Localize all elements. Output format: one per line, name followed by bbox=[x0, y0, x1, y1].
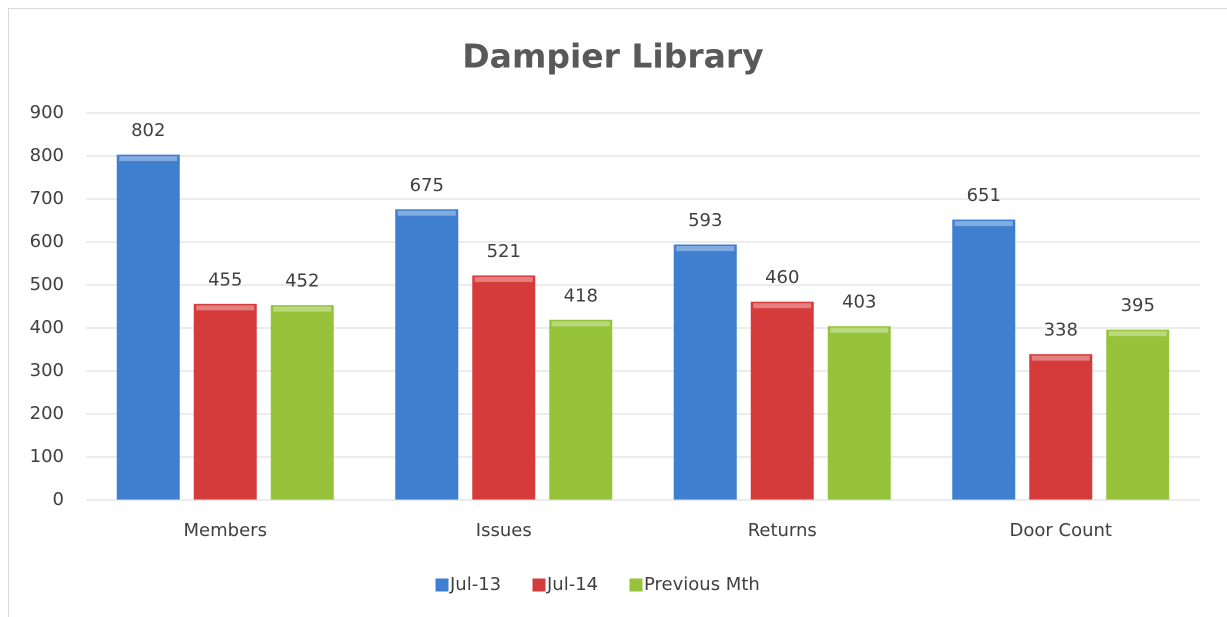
bar bbox=[952, 219, 1016, 501]
data-label: 338 bbox=[1044, 320, 1078, 341]
bar-highlight bbox=[954, 221, 1013, 227]
chart-title: Dampier Library bbox=[462, 37, 763, 76]
bar-highlight bbox=[830, 327, 889, 333]
bar bbox=[395, 209, 459, 501]
bar bbox=[116, 154, 180, 501]
x-tick-label: Members bbox=[184, 520, 267, 541]
bar bbox=[750, 301, 814, 501]
y-tick-label: 900 bbox=[30, 102, 64, 123]
y-tick-label: 500 bbox=[30, 274, 64, 295]
x-tick-label: Door Count bbox=[1010, 520, 1112, 541]
legend-swatch bbox=[435, 578, 449, 592]
data-label: 455 bbox=[208, 269, 242, 290]
bar-highlight bbox=[1108, 331, 1167, 337]
bar-highlight bbox=[119, 156, 178, 162]
bar bbox=[673, 244, 737, 501]
x-tick-label: Returns bbox=[748, 520, 817, 541]
x-tick-label: Issues bbox=[476, 520, 532, 541]
data-label: 593 bbox=[688, 210, 722, 231]
bar-highlight bbox=[196, 305, 255, 311]
y-tick-label: 600 bbox=[30, 231, 64, 252]
y-tick-label: 400 bbox=[30, 317, 64, 338]
bar-highlight bbox=[1031, 355, 1090, 361]
bar-highlight bbox=[551, 321, 610, 327]
bar bbox=[270, 305, 334, 501]
data-label: 460 bbox=[765, 267, 799, 288]
legend-label: Previous Mth bbox=[644, 574, 760, 595]
y-tick-label: 100 bbox=[30, 446, 64, 467]
bar bbox=[1106, 329, 1170, 501]
data-label: 675 bbox=[410, 175, 444, 196]
bar bbox=[549, 319, 613, 501]
data-label: 452 bbox=[285, 271, 319, 292]
legend-swatch bbox=[532, 578, 546, 592]
data-label: 403 bbox=[842, 292, 876, 313]
legend-label: Jul-13 bbox=[449, 574, 501, 595]
data-label: 651 bbox=[967, 185, 1001, 206]
bar bbox=[1029, 354, 1093, 501]
bar-highlight bbox=[273, 306, 332, 312]
data-label: 521 bbox=[487, 241, 521, 262]
bar bbox=[827, 326, 891, 501]
y-tick-label: 300 bbox=[30, 360, 64, 381]
data-label: 395 bbox=[1121, 295, 1155, 316]
bar bbox=[193, 303, 257, 501]
legend-swatch bbox=[629, 578, 643, 592]
data-label: 802 bbox=[131, 120, 165, 141]
y-tick-label: 700 bbox=[30, 188, 64, 209]
y-tick-label: 0 bbox=[53, 489, 64, 510]
bar-highlight bbox=[753, 303, 812, 309]
y-tick-label: 200 bbox=[30, 403, 64, 424]
bar bbox=[472, 275, 536, 501]
bar-highlight bbox=[676, 246, 735, 252]
legend-label: Jul-14 bbox=[546, 574, 598, 595]
data-label: 418 bbox=[564, 285, 598, 306]
y-tick-label: 800 bbox=[30, 145, 64, 166]
bar-highlight bbox=[474, 276, 533, 282]
bar-highlight bbox=[397, 210, 456, 216]
